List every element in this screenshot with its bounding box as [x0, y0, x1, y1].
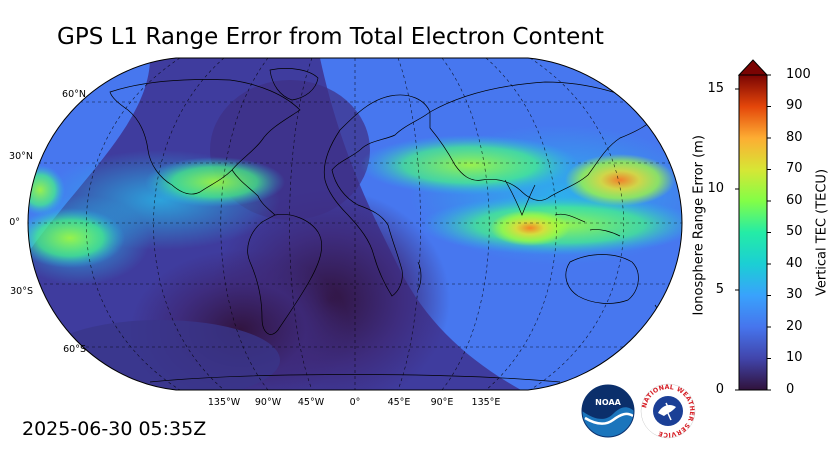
colorbar — [735, 59, 771, 391]
tec-tick: 20 — [786, 319, 803, 334]
tec-tick: 60 — [786, 193, 803, 208]
map-title: GPS L1 Range Error from Total Electron C… — [57, 24, 604, 50]
lon-label: 135°E — [471, 397, 501, 408]
range-error-tick: 0 — [715, 382, 724, 397]
lat-label: 30°N — [9, 151, 33, 162]
tec-tick: 0 — [786, 382, 795, 397]
noaa-logo: NOAA — [581, 384, 635, 438]
range-error-axis-title: Ionosphere Range Error (m) — [691, 135, 707, 316]
colorbar-extend-max — [737, 59, 769, 76]
lat-label: 60°N — [62, 89, 86, 100]
nws-logo: NATIONAL WEATHER SERVICE — [640, 383, 696, 439]
lon-label: 135°W — [207, 397, 241, 408]
range-error-tick: 15 — [707, 81, 724, 96]
range-error-tick: 5 — [715, 282, 724, 297]
tec-tick: 70 — [786, 161, 803, 176]
tec-tick: 90 — [786, 98, 803, 113]
lon-label: 45°E — [387, 397, 411, 408]
tec-axis-title: Vertical TEC (TECU) — [814, 168, 830, 297]
lat-label: 0° — [9, 217, 20, 228]
range-error-tick: 10 — [707, 181, 724, 196]
timestamp: 2025-06-30 05:35Z — [22, 418, 207, 440]
tec-tick: 10 — [786, 350, 803, 365]
noaa-logo-text: NOAA — [595, 398, 621, 407]
tec-tick: 30 — [786, 287, 803, 302]
tec-tick: 40 — [786, 256, 803, 271]
lon-label: 0° — [349, 397, 361, 408]
lon-label: 90°E — [430, 397, 454, 408]
lat-label: 60°S — [63, 344, 86, 355]
tec-tick: 100 — [786, 67, 811, 82]
tec-tick: 80 — [786, 130, 803, 145]
lon-label: 90°W — [254, 397, 282, 408]
lat-label: 30°S — [10, 286, 33, 297]
colorbar-ramp — [738, 74, 768, 391]
tec-tick: 50 — [786, 224, 803, 239]
lon-label: 45°W — [297, 397, 325, 408]
